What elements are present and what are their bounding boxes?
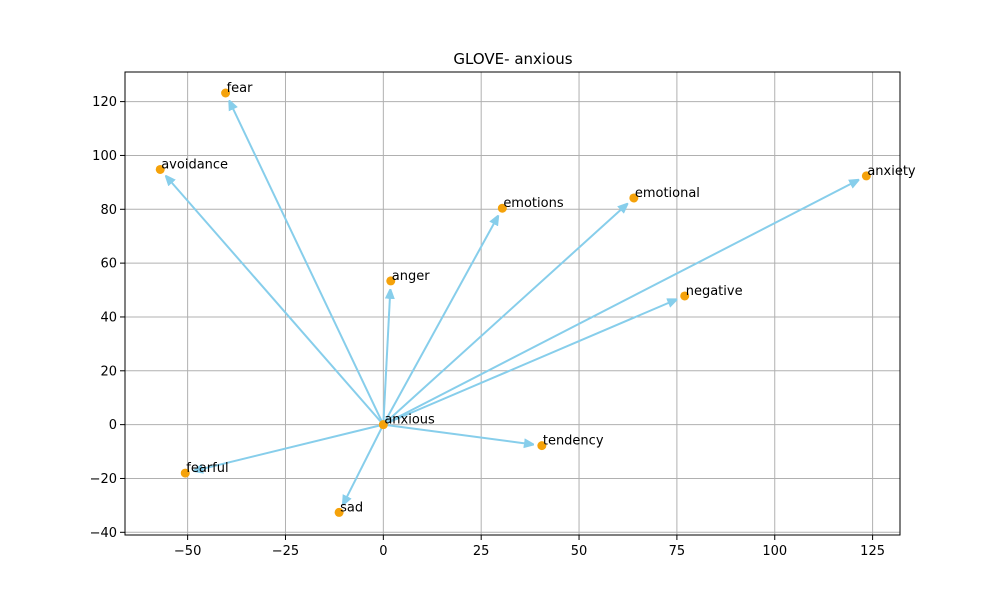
arrow-sad [343,424,385,505]
label-anxiety: anxiety [867,164,916,179]
x-tick-label: −25 [272,544,299,559]
y-tick-label: 40 [100,310,117,325]
y-tick-label: 100 [92,149,117,164]
arrow-emotional [382,204,627,426]
x-tick-label: 0 [379,544,387,559]
plot-frame [124,71,901,536]
x-tick-label: 75 [669,544,686,559]
x-tick-label: 50 [571,544,588,559]
label-sad: sad [340,500,363,515]
x-tick-label: 25 [473,544,490,559]
y-tick-label: 60 [100,257,117,272]
y-tick-label: −20 [90,472,117,487]
label-fearful: fearful [186,461,228,476]
point-layer [155,88,871,517]
chart-title: GLOVE- anxious [453,50,572,68]
y-tick-label: 0 [109,418,117,433]
arrow-anger [382,290,390,425]
arrow-avoidance [166,176,385,426]
x-tick-label: 125 [860,544,885,559]
label-anger: anger [392,269,430,284]
point-anxiety [861,171,871,181]
label-emotions: emotions [503,196,564,211]
point-fearful [180,468,190,478]
point-anger [386,276,396,286]
arrow-anxiety [382,180,858,426]
arrow-fearful [194,423,384,471]
y-tick-label: 80 [100,203,117,218]
label-emotional: emotional [635,186,700,201]
label-fear: fear [227,81,254,96]
y-tick-label: 120 [92,95,117,110]
label-layer: anxious fear avoidance emotions emotional anx… [161,81,916,515]
point-sad [334,507,344,517]
point-fear [221,88,231,98]
label-negative: negative [686,284,743,299]
arrow-tendency [383,423,533,445]
axis-layer: −50 −25 0 25 50 75 100 125 −40 −20 0 20 40 60 80 100 120 [90,71,901,559]
label-anxious: anxious [384,413,435,428]
label-tendency: tendency [543,434,604,449]
x-tick-label: −50 [174,544,201,559]
x-tick-label: 100 [762,544,787,559]
y-tick-label: 20 [100,364,117,379]
point-emotions [497,203,507,213]
arrow-negative [382,299,676,426]
point-negative [680,291,690,301]
grid-layer [125,72,900,535]
y-tick-label: −40 [90,526,117,541]
label-avoidance: avoidance [161,157,228,172]
arrow-fear [229,101,385,426]
point-emotional [629,193,639,203]
point-anxious [378,420,388,430]
arrow-emotions [382,216,498,426]
point-tendency [537,441,547,451]
arrow-layer [166,101,858,504]
point-avoidance [155,164,165,174]
